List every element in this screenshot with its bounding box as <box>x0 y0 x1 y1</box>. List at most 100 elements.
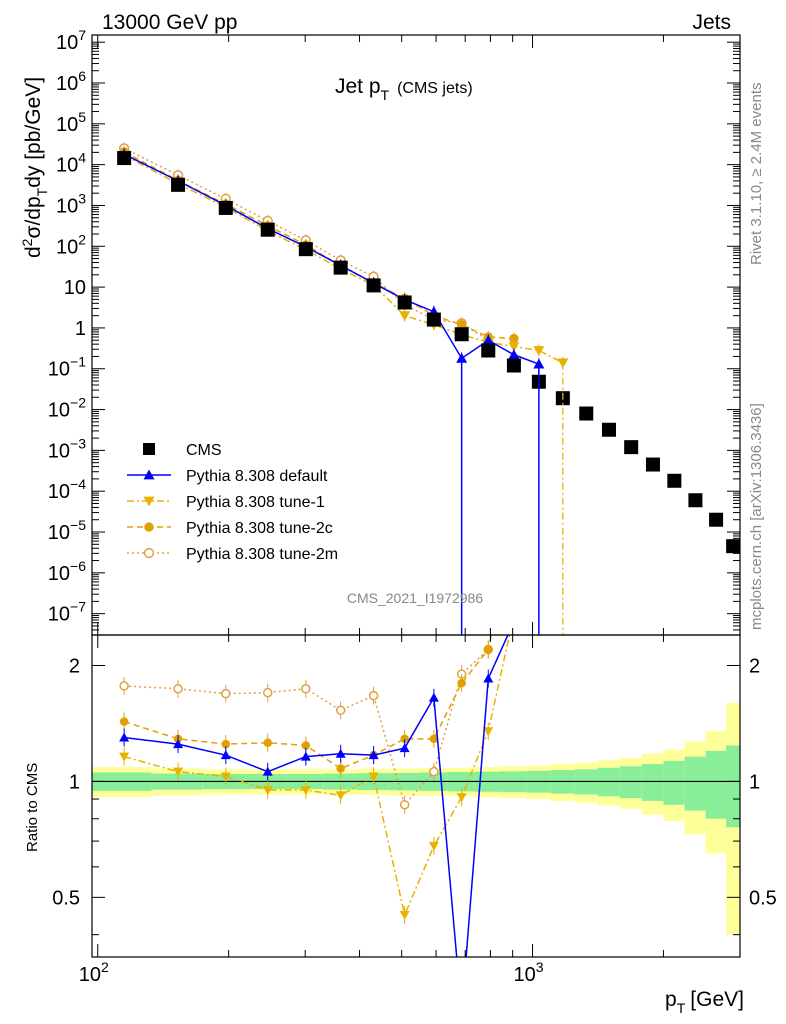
ratio-panel <box>119 526 519 1017</box>
plot-title: Jet pT (CMS jets) <box>335 75 473 103</box>
data-point <box>454 327 469 342</box>
data-point <box>601 422 616 437</box>
y-tick-label: 105 <box>56 109 86 136</box>
ratio-y-tick-label: 0.5 <box>52 887 80 909</box>
legend-marker <box>143 469 155 480</box>
analysis-watermark: CMS_2021_I1972986 <box>347 590 483 606</box>
ratio-point <box>300 785 311 795</box>
main-panel <box>117 142 740 635</box>
data-point <box>366 278 381 293</box>
ratio-point <box>301 741 311 750</box>
data-point <box>645 457 660 472</box>
ratio-point <box>429 766 439 777</box>
y-tick-label: 107 <box>56 27 86 54</box>
ratio-y-tick-label: 2 <box>69 655 80 677</box>
process-label: 13000 GeV pp <box>102 11 237 34</box>
ratio-line <box>123 635 511 918</box>
category-label: Jets <box>692 11 731 34</box>
band-inner <box>705 750 727 819</box>
data-point <box>399 311 411 322</box>
legend: CMS Pythia 8.308 default Pythia 8.308 tune… <box>127 442 338 563</box>
ratio-point <box>263 738 272 748</box>
y-tick-label: 103 <box>56 190 86 217</box>
ratio-point <box>173 767 184 777</box>
data-point <box>260 222 275 237</box>
x-tick-label: 103 <box>514 959 544 986</box>
ratio-point <box>173 684 183 694</box>
ratio-point <box>484 645 493 654</box>
y-tick-label: 10−2 <box>48 395 86 422</box>
ratio-point <box>368 772 379 782</box>
data-point <box>709 512 724 527</box>
ratio-point <box>220 772 231 782</box>
source-label: mcplots.cern.ch [arXiv:1306.3436] <box>748 403 765 630</box>
ratio-point <box>399 799 410 810</box>
ratio-line <box>124 635 509 957</box>
ratio-line <box>124 649 489 807</box>
axis-ticks <box>92 35 741 957</box>
ratio-right-tick-label: 1 <box>749 771 760 793</box>
ratio-point <box>262 687 273 698</box>
data-point <box>397 295 412 310</box>
ratio-point <box>456 793 467 803</box>
data-point <box>456 352 468 363</box>
band-inner <box>619 766 642 799</box>
legend-marker <box>143 496 155 507</box>
ratio-frame <box>91 634 741 958</box>
y-tick-label: 106 <box>56 68 86 95</box>
ratio-point <box>119 752 130 762</box>
main-y-axis-label: d2σ/dpTdy [pb/GeV] <box>19 77 50 258</box>
ratio-point <box>368 690 379 701</box>
ratio-point <box>220 750 231 760</box>
y-tick-label: 10 <box>64 277 86 299</box>
band-inner <box>684 756 706 811</box>
ratio-point <box>483 727 494 737</box>
ratio-point <box>509 611 519 620</box>
data-point <box>579 406 594 421</box>
legend-marker <box>143 443 155 455</box>
series-line <box>123 147 489 341</box>
data-point <box>482 334 494 345</box>
y-tick-label: 10−5 <box>48 517 86 544</box>
ratio-point <box>335 791 346 801</box>
y-tick-label: 1 <box>75 318 86 340</box>
ratio-point <box>119 717 129 726</box>
ratio-point <box>368 750 379 760</box>
legend-label: CMS <box>186 442 222 459</box>
tick-labels: 10710610510410310210110−110−210−310−410−… <box>48 27 777 986</box>
ratio-point <box>300 751 311 761</box>
y-tick-label: 10−3 <box>48 435 86 462</box>
y-tick-label: 104 <box>56 150 86 177</box>
legend-marker <box>143 547 155 559</box>
ratio-point <box>457 1008 467 1017</box>
ratio-right-tick-label: 0.5 <box>749 887 777 909</box>
data-point <box>218 200 233 215</box>
ratio-point <box>335 748 346 758</box>
ratio-point <box>262 785 273 795</box>
x-tick-label: 102 <box>79 959 109 986</box>
ratio-point <box>457 678 466 688</box>
ratio-point <box>399 910 410 920</box>
band-inner <box>663 760 685 805</box>
data-point <box>533 346 545 356</box>
legend-label: Pythia 8.308 tune-2c <box>186 520 333 537</box>
band-inner <box>597 767 620 797</box>
cms-uncertainty-band <box>92 702 740 935</box>
ratio-point <box>221 688 231 699</box>
ratio-point <box>428 692 439 702</box>
ratio-point <box>399 743 410 753</box>
ratio-point <box>173 739 184 749</box>
ratio-point <box>510 526 519 535</box>
legend-label: Pythia 8.308 tune-1 <box>186 494 325 511</box>
y-tick-label: 102 <box>56 231 86 258</box>
data-point <box>726 539 740 554</box>
y-tick-label: 10−1 <box>48 354 86 381</box>
data-point <box>508 349 520 360</box>
data-point <box>509 333 519 344</box>
data-point <box>506 358 521 373</box>
data-point <box>533 358 545 369</box>
ratio-right-tick-label: 2 <box>749 655 760 677</box>
ratio-line <box>123 635 493 770</box>
ratio-y-tick-label: 1 <box>69 771 80 793</box>
